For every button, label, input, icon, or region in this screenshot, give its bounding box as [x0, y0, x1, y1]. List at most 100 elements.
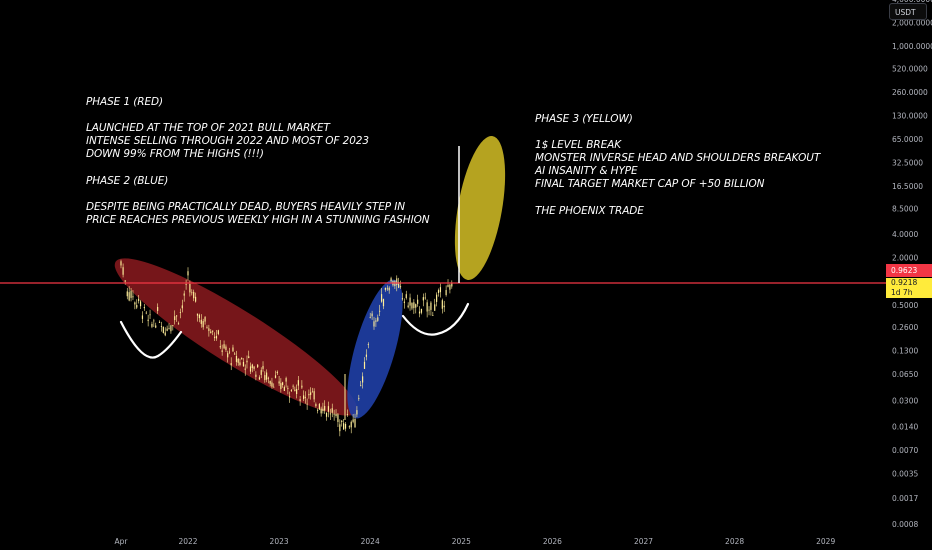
candle-body — [411, 303, 413, 309]
candle — [212, 330, 214, 336]
candle — [379, 304, 381, 316]
candle — [221, 344, 223, 356]
candle-body — [282, 382, 284, 386]
candle — [407, 302, 409, 309]
candle-body — [430, 302, 432, 310]
candle — [237, 357, 239, 366]
candle — [257, 364, 259, 369]
candle-body — [204, 317, 206, 322]
candle — [217, 329, 219, 336]
candle-body — [418, 311, 421, 314]
candle-body — [424, 297, 426, 299]
candle-body — [439, 287, 442, 293]
candle-body — [145, 312, 147, 314]
candle-body — [155, 325, 157, 328]
candle-body — [147, 319, 149, 322]
candle — [315, 402, 317, 408]
candle-body — [223, 344, 225, 349]
candle-body — [194, 296, 197, 302]
candle — [168, 323, 170, 330]
candle — [339, 419, 341, 437]
candle — [343, 419, 345, 430]
candle — [136, 299, 138, 310]
candle — [213, 332, 216, 341]
candle — [251, 363, 253, 373]
x-tick-label: 2023 — [270, 537, 289, 546]
candle-body — [401, 298, 404, 300]
candle — [289, 391, 291, 403]
candle-body — [287, 388, 289, 389]
candle — [306, 398, 308, 410]
candle-body — [217, 330, 219, 334]
candle — [308, 389, 310, 399]
candle-body — [386, 288, 388, 290]
candle — [344, 422, 347, 432]
candle-body — [134, 302, 136, 305]
candle-body — [289, 396, 291, 398]
candle-body — [221, 350, 223, 352]
candle — [262, 361, 264, 372]
candle — [235, 350, 238, 366]
candle — [255, 371, 257, 381]
currency-badge[interactable]: USDT — [889, 3, 927, 20]
left-shoulder-curve — [119, 320, 183, 359]
candle-body — [292, 385, 294, 387]
candle — [241, 357, 243, 360]
y-tick-label: 1,000.0000 — [892, 42, 932, 51]
candle-body — [382, 298, 385, 307]
candle — [134, 301, 136, 310]
candle — [172, 325, 174, 331]
candle — [248, 350, 250, 359]
candle-body — [187, 271, 189, 276]
candle — [264, 371, 266, 383]
x-tick-label: Apr — [115, 537, 129, 546]
y-tick-label: 0.0017 — [892, 494, 918, 503]
candle — [149, 309, 151, 320]
candle-body — [138, 298, 140, 302]
candle — [253, 365, 255, 371]
candle-body — [367, 344, 369, 345]
candle-body — [213, 336, 216, 338]
candle-body — [244, 368, 246, 370]
candle-body — [403, 301, 405, 303]
candle-body — [290, 390, 292, 391]
candle — [401, 292, 404, 301]
candle — [153, 318, 155, 327]
candle-body — [436, 294, 438, 302]
candle — [417, 294, 419, 307]
candle-body — [343, 423, 345, 430]
candle — [183, 290, 185, 302]
candle — [362, 372, 364, 389]
candle-body — [304, 397, 306, 398]
candle — [202, 318, 204, 330]
candle — [436, 292, 438, 307]
candle — [232, 344, 234, 352]
candle-body — [166, 328, 168, 331]
candle-body — [181, 305, 183, 309]
candle — [223, 340, 225, 350]
candle — [219, 340, 221, 350]
candle-body — [172, 325, 174, 326]
candle-body — [208, 328, 210, 332]
candle — [311, 387, 313, 393]
candle — [371, 310, 373, 320]
candle-body — [407, 305, 409, 308]
candle — [310, 387, 312, 400]
y-tick-label: 32.5000 — [892, 159, 923, 168]
last-price-tag: 0.9218 1d 7h — [886, 278, 932, 298]
candle-body — [285, 378, 287, 382]
candle — [439, 283, 442, 298]
candle-body — [246, 360, 248, 363]
candle — [138, 295, 140, 304]
candle-body — [177, 323, 180, 325]
candle-body — [249, 366, 252, 372]
candle-body — [128, 292, 130, 301]
candle — [166, 325, 168, 332]
candle-body — [206, 327, 208, 329]
candle-body — [297, 380, 299, 386]
candle-body — [415, 304, 417, 308]
candle — [204, 316, 206, 325]
candle — [296, 384, 298, 399]
candle — [285, 376, 287, 388]
